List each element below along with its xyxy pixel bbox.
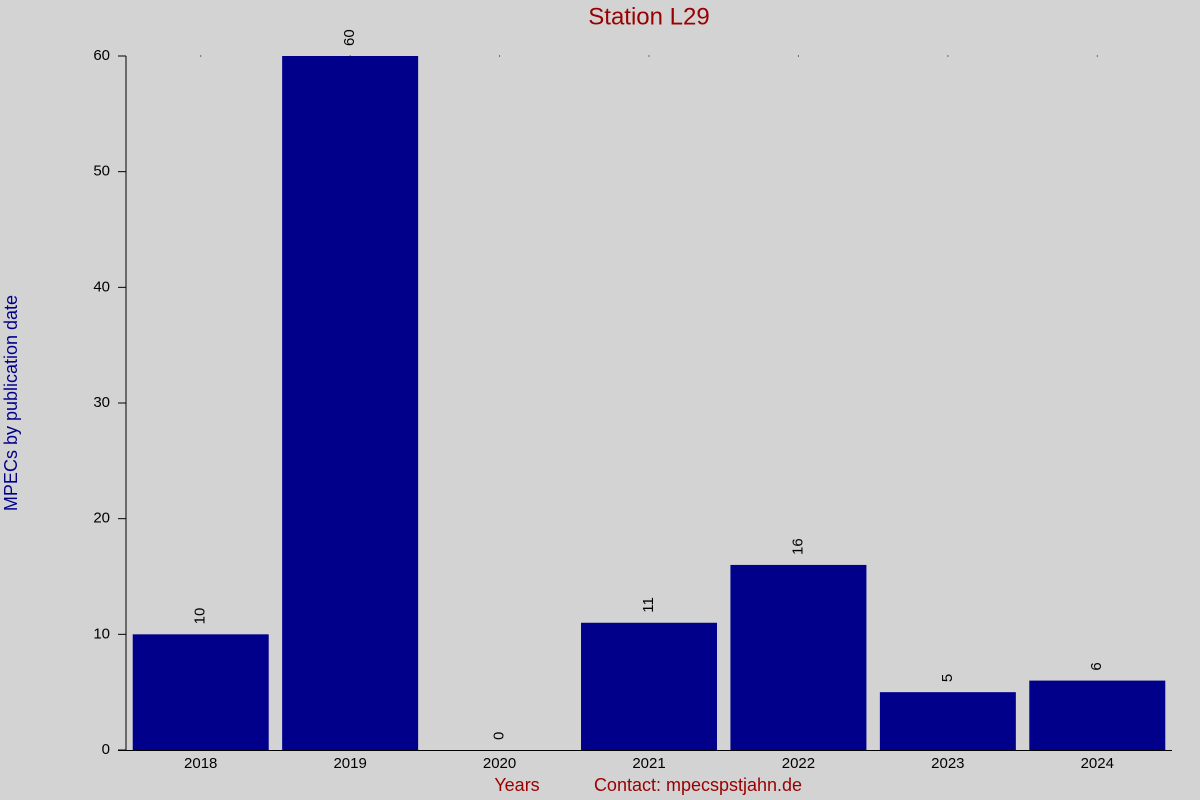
y-tick-label: 40 bbox=[93, 278, 110, 295]
x-tick-label: 2024 bbox=[1081, 755, 1114, 772]
x-tick-label: 2023 bbox=[931, 755, 964, 772]
y-axis-label: MPECs by publication date bbox=[1, 295, 21, 511]
x-tick-label: 2021 bbox=[632, 755, 665, 772]
top-tick bbox=[947, 55, 949, 57]
value-label: 60 bbox=[341, 29, 358, 46]
value-label: 6 bbox=[1088, 662, 1105, 670]
x-tick-label: 2018 bbox=[184, 755, 217, 772]
y-tick-label: 0 bbox=[102, 741, 110, 758]
top-tick bbox=[349, 55, 351, 57]
value-label: 0 bbox=[491, 732, 508, 740]
contact: Contact: mpecspstjahn.de bbox=[594, 775, 802, 795]
y-tick-label: 20 bbox=[93, 510, 110, 527]
top-tick bbox=[499, 55, 501, 57]
y-tick-label: 60 bbox=[93, 47, 110, 64]
bar bbox=[1029, 680, 1166, 750]
bar bbox=[282, 56, 419, 750]
chart-title: Station L29 bbox=[588, 3, 709, 30]
bar bbox=[730, 564, 867, 750]
x-axis-label: Years bbox=[494, 775, 539, 795]
value-label: 11 bbox=[640, 597, 657, 613]
value-label: 5 bbox=[939, 674, 956, 682]
value-label: 16 bbox=[789, 538, 806, 555]
y-tick-label: 50 bbox=[93, 163, 110, 180]
x-tick-label: 2022 bbox=[782, 755, 815, 772]
x-tick-label: 2020 bbox=[483, 755, 516, 772]
bar bbox=[879, 692, 1016, 750]
y-tick-label: 10 bbox=[93, 625, 110, 642]
bar bbox=[132, 634, 269, 750]
top-tick bbox=[797, 55, 799, 57]
top-tick bbox=[200, 55, 202, 57]
top-tick bbox=[648, 55, 650, 57]
x-tick-label: 2019 bbox=[333, 755, 366, 772]
y-tick-label: 30 bbox=[93, 394, 110, 411]
top-tick bbox=[1096, 55, 1098, 57]
bar bbox=[581, 622, 717, 750]
value-label: 10 bbox=[192, 608, 209, 625]
